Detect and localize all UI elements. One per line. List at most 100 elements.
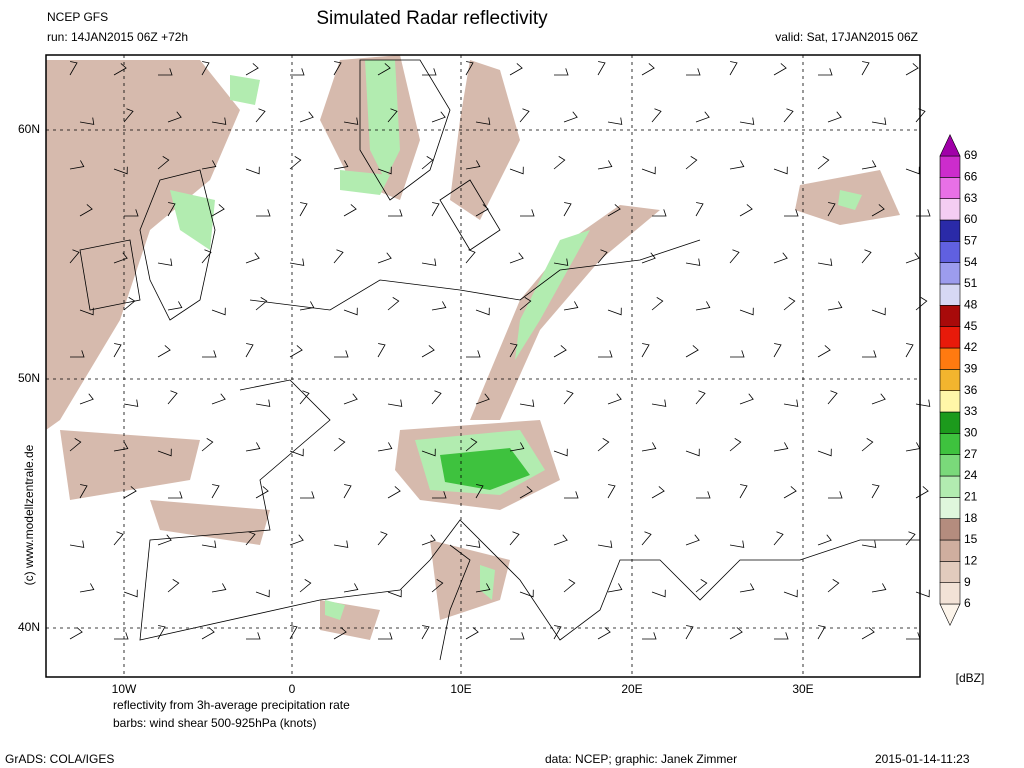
wind-barb xyxy=(607,117,623,125)
wind-barb xyxy=(255,108,266,123)
wind-barb xyxy=(157,448,172,457)
wind-barb xyxy=(113,531,124,546)
wind-barb xyxy=(432,491,447,499)
wind-barb xyxy=(553,534,568,546)
wind-barb xyxy=(245,343,254,358)
colorbar: 6912151821242730333639424548515457606366… xyxy=(939,133,978,627)
colorbar-swatch xyxy=(939,411,961,434)
wind-barb xyxy=(597,61,606,76)
wind-barb xyxy=(597,627,611,640)
wind-barb xyxy=(861,627,875,640)
wind-barb xyxy=(113,166,128,175)
wind-barb xyxy=(377,343,386,358)
wind-barb xyxy=(553,156,566,170)
wind-barb xyxy=(201,438,214,452)
wind-barb xyxy=(563,202,572,217)
wind-barb xyxy=(343,583,359,593)
wind-barb xyxy=(157,258,173,266)
wind-barb xyxy=(519,108,530,123)
wind-barb xyxy=(79,393,94,405)
wind-barb xyxy=(519,486,533,499)
wind-barb xyxy=(695,390,706,405)
wind-barb xyxy=(817,258,833,266)
wind-barb xyxy=(641,63,655,76)
colorbar-swatch xyxy=(939,603,961,627)
valid-label: valid: Sat, 17JAN2015 06Z xyxy=(775,30,918,44)
colorbar-label: 27 xyxy=(964,447,978,461)
wind-barb xyxy=(475,117,491,125)
colorbar-swatch xyxy=(939,497,961,519)
wind-barb xyxy=(739,204,753,217)
colorbar-swatch xyxy=(939,155,961,178)
wind-barb xyxy=(520,209,535,217)
wind-barb xyxy=(79,204,93,217)
wind-barb xyxy=(421,156,434,170)
wind-barb xyxy=(79,307,94,316)
wind-barb xyxy=(167,390,178,405)
wind-barb xyxy=(211,204,225,217)
wind-barb xyxy=(123,399,139,407)
wind-barb xyxy=(387,108,398,123)
wind-barb xyxy=(289,345,303,358)
colorbar-label: 9 xyxy=(964,575,971,589)
wind-barb xyxy=(431,301,447,311)
wind-barb xyxy=(597,160,613,170)
colorbar-swatch xyxy=(939,262,961,285)
wind-barb xyxy=(783,108,794,123)
wind-barb xyxy=(211,583,227,593)
colorbar-swatch xyxy=(939,433,961,455)
wind-barb xyxy=(377,442,393,452)
wind-barb xyxy=(333,540,349,548)
title: Simulated Radar reflectivity xyxy=(316,8,548,29)
wind-barb xyxy=(466,350,481,358)
colorbar-swatch xyxy=(939,241,961,263)
colorbar-label: 57 xyxy=(964,234,978,248)
wind-barb xyxy=(69,249,80,264)
wind-barb xyxy=(69,540,85,548)
wind-barb xyxy=(553,448,568,457)
wind-barb xyxy=(343,307,358,316)
wind-barb xyxy=(245,531,256,546)
colorbar-swatch xyxy=(939,283,961,306)
wind-barb xyxy=(79,583,95,593)
colorbar-swatch xyxy=(939,369,961,391)
wind-barb xyxy=(377,166,392,175)
wind-barb xyxy=(167,301,183,311)
wind-barb xyxy=(729,438,742,452)
wind-barb xyxy=(564,491,579,499)
colorbar-swatch xyxy=(939,177,961,199)
colorbar-label: 21 xyxy=(964,490,978,504)
wind-barb xyxy=(695,111,710,123)
wind-barb xyxy=(255,589,270,598)
wind-barb xyxy=(817,156,830,170)
wind-barb xyxy=(299,390,310,405)
colorbar-label: 69 xyxy=(964,148,978,162)
wind-barb xyxy=(773,63,787,76)
wind-barb xyxy=(773,343,782,358)
wind-barb xyxy=(300,491,315,499)
wind-barb xyxy=(343,204,357,217)
credit: (c) www.modellzentrale.de xyxy=(22,444,36,585)
wind-barb xyxy=(685,448,700,457)
wind-barb xyxy=(510,632,525,640)
colorbar-label: 18 xyxy=(964,511,978,525)
wind-barb xyxy=(773,166,788,175)
wind-barb xyxy=(255,486,269,499)
colorbar-swatch xyxy=(939,539,961,562)
wind-barb xyxy=(862,350,877,358)
wind-barb xyxy=(685,156,698,170)
colorbar-label: 48 xyxy=(964,298,978,312)
lon-label: 0 xyxy=(289,682,296,696)
wind-barb xyxy=(431,390,442,405)
wind-barb xyxy=(783,486,797,499)
wind-barb xyxy=(211,393,226,405)
wind-barb xyxy=(905,531,916,546)
wind-barb xyxy=(827,202,836,217)
wind-barb xyxy=(554,68,569,76)
wind-barb xyxy=(827,579,840,593)
wind-barb xyxy=(431,111,446,123)
wind-barb xyxy=(685,345,699,358)
wind-barb xyxy=(652,209,667,217)
wind-barb xyxy=(201,249,212,264)
